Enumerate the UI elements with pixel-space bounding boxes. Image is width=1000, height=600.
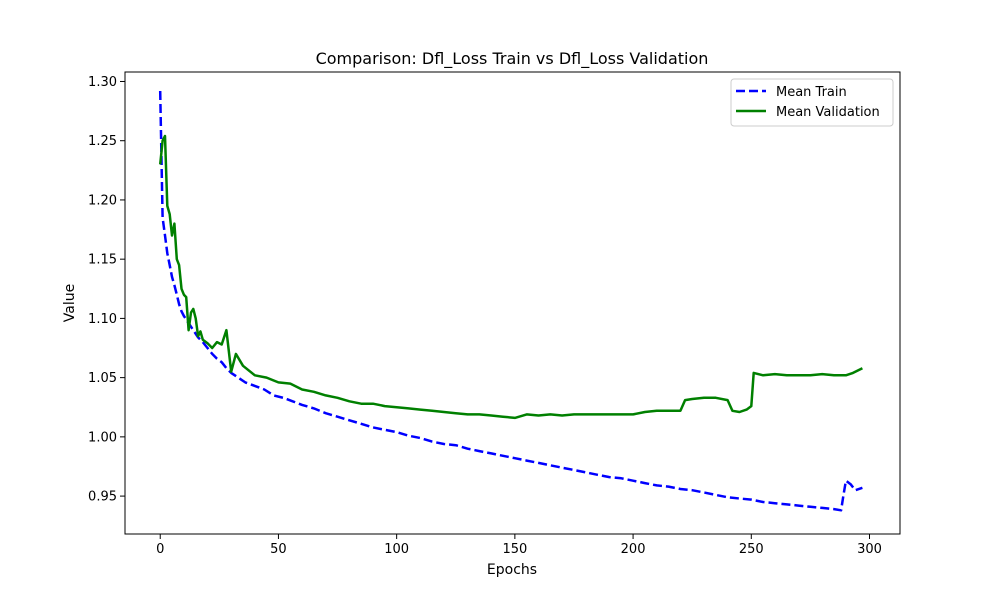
y-axis-label: Value xyxy=(62,284,78,322)
chart-title: Comparison: Dfl_Loss Train vs Dfl_Loss V… xyxy=(316,49,709,69)
x-tick-label: 150 xyxy=(502,542,527,557)
series-line-mean-train xyxy=(158,90,863,512)
y-tick-label: 1.05 xyxy=(88,371,117,386)
x-tick-label: 100 xyxy=(384,542,409,557)
x-tick-label: 200 xyxy=(621,542,646,557)
y-tick-label: 0.95 xyxy=(88,490,117,505)
legend: Mean Train Mean Validation xyxy=(730,78,894,127)
y-tick-label: 1.25 xyxy=(88,134,117,149)
x-tick-label: 300 xyxy=(857,542,882,557)
plot-frame xyxy=(124,71,901,535)
x-tick-label: 0 xyxy=(156,542,164,557)
y-tick-label: 1.15 xyxy=(88,253,117,268)
x-axis-ticks: 0 50 100 150 200 250 300 xyxy=(156,534,882,557)
legend-label-mean-train: Mean Train xyxy=(776,85,847,100)
y-tick-label: 1.10 xyxy=(88,312,117,327)
y-tick-label: 1.30 xyxy=(88,75,117,90)
y-tick-label: 1.20 xyxy=(88,193,117,208)
x-tick-label: 50 xyxy=(270,542,287,557)
y-axis-ticks: 0.95 1.00 1.05 1.10 1.15 1.20 1.25 1.30 xyxy=(88,75,125,505)
legend-box xyxy=(730,78,894,127)
y-tick-label: 1.00 xyxy=(88,430,117,445)
x-axis-label: Epochs xyxy=(487,562,537,578)
series-layer xyxy=(158,90,863,512)
legend-label-mean-validation: Mean Validation xyxy=(776,105,880,120)
x-tick-label: 250 xyxy=(739,542,764,557)
series-line-mean-validation xyxy=(158,134,863,420)
